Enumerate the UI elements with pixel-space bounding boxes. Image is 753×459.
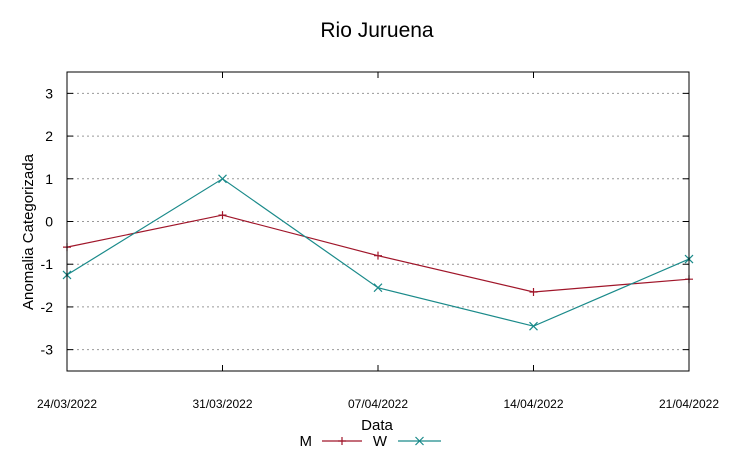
y-tick-label: -2 [41, 299, 54, 315]
legend-marker-w [415, 436, 424, 446]
legend-label-m: M [300, 433, 313, 450]
x-axis-label: Data [361, 417, 393, 434]
y-axis-label: Anomalia Categorizada [20, 153, 37, 310]
series-point-w [373, 283, 383, 293]
y-tick-label: 3 [45, 85, 53, 101]
x-tick-label: 24/03/2022 [37, 397, 97, 411]
x-tick-label: 14/04/2022 [503, 397, 563, 411]
legend-label-w: W [373, 433, 388, 450]
series-point-w [529, 321, 538, 331]
x-tick-labels: 24/03/2022 31/03/2022 07/04/2022 14/04/2022… [37, 397, 719, 411]
x-tick-label: 31/03/2022 [192, 397, 252, 411]
series-point-m [529, 287, 538, 296]
grid-layer [66, 72, 690, 371]
plot-frame [66, 71, 690, 372]
y-tick-label: 0 [45, 214, 53, 230]
y-tick-label: 1 [45, 171, 53, 187]
legend-marker-m [338, 437, 346, 445]
series-point-m [218, 211, 227, 220]
x-tick-label: 21/04/2022 [659, 397, 719, 411]
y-tick-label: 2 [45, 128, 53, 144]
y-tick-label: -1 [41, 256, 54, 272]
y-tick-labels: 3 2 1 0 -1 -2 -3 [41, 85, 54, 357]
y-tick-label: -3 [41, 342, 54, 358]
x-tick-label: 07/04/2022 [348, 397, 408, 411]
series-point-w [218, 174, 227, 184]
series-point-m [374, 251, 382, 260]
chart-title: Rio Juruena [320, 19, 434, 42]
